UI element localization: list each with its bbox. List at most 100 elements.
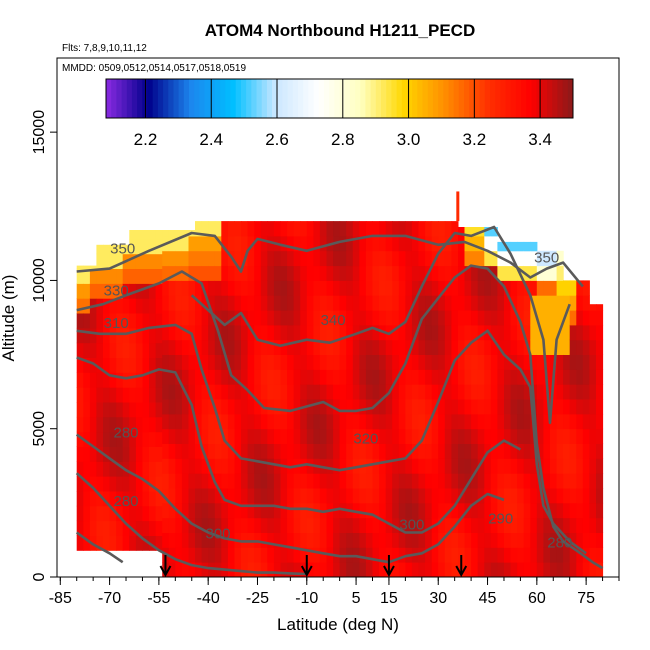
heatmap-cell xyxy=(497,339,505,355)
heatmap-cell xyxy=(346,413,354,430)
colorbar-swatch xyxy=(152,79,159,118)
heatmap-cell xyxy=(195,532,203,548)
colorbar-swatch xyxy=(230,79,237,118)
heatmap-cell xyxy=(267,354,275,370)
heatmap-cell xyxy=(359,547,367,563)
heatmap-cell xyxy=(129,416,137,433)
heatmap-cell xyxy=(365,399,373,415)
contour-label: 280 xyxy=(113,493,138,510)
heatmap-cell xyxy=(398,532,406,548)
colorbar-swatch xyxy=(266,79,273,118)
heatmap-cell xyxy=(398,413,406,430)
heatmap-cell xyxy=(135,342,143,358)
heatmap-cell xyxy=(234,458,242,474)
x-tick-label: -10 xyxy=(295,590,318,607)
heatmap-cell xyxy=(221,399,229,415)
heatmap-cell xyxy=(96,520,104,536)
heatmap-cell xyxy=(517,473,525,489)
heatmap-cell xyxy=(103,491,111,507)
colorbar-swatch xyxy=(438,79,444,118)
heatmap-cell xyxy=(517,241,525,252)
heatmap-cell xyxy=(385,221,393,237)
colorbar-swatch xyxy=(126,79,133,118)
heatmap-cell xyxy=(497,473,505,489)
heatmap-cell xyxy=(365,354,373,370)
heatmap-cell xyxy=(497,280,505,296)
colorbar-swatch xyxy=(199,79,205,118)
heatmap-cell xyxy=(352,221,360,237)
heatmap-cell xyxy=(333,250,341,267)
heatmap-cell xyxy=(273,339,281,355)
heatmap-cell xyxy=(464,488,472,504)
heatmap-cell xyxy=(490,369,498,385)
heatmap-cell xyxy=(280,265,288,281)
heatmap-cell xyxy=(418,399,426,415)
heatmap-cell xyxy=(135,535,143,551)
heatmap-cell xyxy=(221,384,229,400)
heatmap-cell xyxy=(175,235,183,252)
heatmap-cell xyxy=(195,458,203,474)
heatmap-cell xyxy=(576,310,584,326)
heatmap-cell xyxy=(471,354,479,370)
heatmap-cell xyxy=(458,250,466,267)
heatmap-cell xyxy=(103,327,111,344)
heatmap-cell xyxy=(504,339,512,355)
heatmap-cell xyxy=(530,502,538,519)
heatmap-cell xyxy=(477,473,485,489)
heatmap-cell xyxy=(195,399,203,415)
heatmap-cell xyxy=(96,491,104,507)
heatmap-cell xyxy=(451,428,459,444)
heatmap-cell xyxy=(116,313,124,329)
heatmap-cell xyxy=(563,458,571,474)
heatmap-cell xyxy=(385,310,393,326)
heatmap-cell xyxy=(438,280,446,296)
heatmap-cell xyxy=(418,413,426,430)
heatmap-cell xyxy=(444,310,452,326)
heatmap-cell xyxy=(214,532,222,548)
heatmap-cell xyxy=(425,280,433,296)
flight-arrows xyxy=(159,555,468,578)
heatmap-cell xyxy=(208,517,216,533)
heatmap-cell xyxy=(471,562,479,577)
heatmap-cell xyxy=(227,517,235,533)
heatmap-cell xyxy=(464,399,472,415)
heatmap-cell xyxy=(464,413,472,430)
heatmap-cell xyxy=(477,295,485,311)
heatmap-cell xyxy=(254,488,262,504)
heatmap-cell xyxy=(89,372,97,388)
heatmap-cell xyxy=(582,502,590,519)
heatmap-cell xyxy=(168,295,176,311)
heatmap-cell xyxy=(254,369,262,385)
heatmap-cell xyxy=(221,280,229,296)
heatmap-cell xyxy=(208,310,216,326)
heatmap-cell xyxy=(365,310,373,326)
heatmap-cell xyxy=(254,221,262,237)
heatmap-cell xyxy=(359,265,367,281)
heatmap-cell xyxy=(484,339,492,355)
heatmap-cell xyxy=(536,532,544,548)
heatmap-cell xyxy=(175,562,183,577)
heatmap-cell xyxy=(530,324,538,341)
heatmap-cell xyxy=(425,458,433,474)
heatmap-cell xyxy=(490,324,498,341)
heatmap-cell xyxy=(333,517,341,533)
heatmap-cell xyxy=(418,517,426,533)
heatmap-cell xyxy=(352,384,360,400)
heatmap-cell xyxy=(563,517,571,533)
heatmap-cell xyxy=(122,313,130,329)
heatmap-cell xyxy=(510,517,518,533)
heatmap-cell xyxy=(477,250,485,267)
heatmap-cell xyxy=(181,230,189,237)
heatmap-cell xyxy=(398,473,406,489)
heatmap-cell xyxy=(543,324,551,341)
heatmap-cell xyxy=(365,339,373,355)
heatmap-cell xyxy=(517,458,525,474)
heatmap-cell xyxy=(300,324,308,341)
heatmap-cell xyxy=(425,517,433,533)
heatmap-cell xyxy=(306,310,314,326)
heatmap-cell xyxy=(122,298,130,314)
heatmap-cell xyxy=(241,265,249,281)
heatmap-cell xyxy=(451,295,459,311)
heatmap-cell xyxy=(484,265,492,281)
heatmap-cell xyxy=(576,413,584,430)
